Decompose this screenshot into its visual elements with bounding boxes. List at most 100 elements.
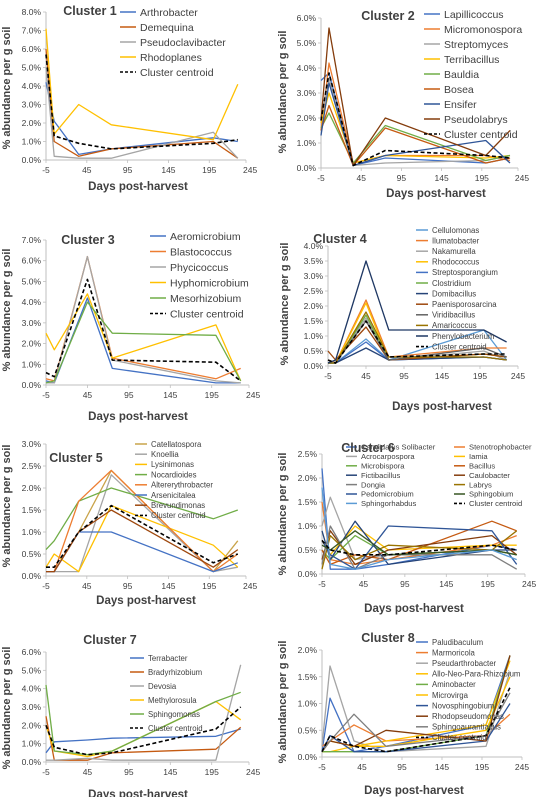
x-tick-label: -5	[317, 173, 325, 183]
legend-entry: Domibacillus	[432, 289, 476, 298]
legend-entry: Cellulomonas	[432, 226, 479, 235]
x-tick-label: 45	[82, 581, 92, 591]
series-line-lysinimonas	[45, 504, 239, 573]
x-tick-label: 245	[511, 371, 525, 381]
y-tick-label: 2.5%	[298, 449, 318, 459]
series-line-methylorosula	[45, 700, 242, 758]
legend-entry: Arthrobacter	[140, 7, 198, 19]
y-tick-label: 2.0%	[298, 645, 318, 655]
y-tick-label: 5.0%	[22, 665, 42, 675]
y-tick-label: 1.5%	[304, 316, 324, 326]
chart-title: Cluster 2	[361, 9, 415, 23]
y-tick-label: 2.0%	[298, 473, 318, 483]
chart-panel-2: 0.0% 1.0% 2.0% 3.0% 4.0% 5.0% 6.0% -5 45 95 145 195…	[277, 9, 529, 200]
series-line-cluster-centroid	[321, 539, 517, 556]
legend-entry: Pedomicrobium	[361, 490, 414, 499]
x-axis-label: Days post-harvest	[88, 789, 188, 797]
y-tick-label: 2.0%	[297, 113, 317, 123]
x-tick-label: 45	[361, 371, 371, 381]
x-tick-label: -5	[42, 390, 50, 400]
legend-entry: Brevundimonas	[151, 501, 205, 510]
chart-title: Cluster 7	[83, 633, 137, 647]
y-axis-label: % abundance per g soil	[277, 641, 289, 764]
legend-entry: Rhodococcus	[432, 258, 479, 267]
series-line-dongia	[321, 525, 518, 570]
x-tick-label: 245	[515, 173, 529, 183]
legend-entry: Sphingoaurantiacus	[432, 723, 501, 732]
x-tick-label: 95	[397, 762, 407, 772]
y-tick-label: 0.0%	[298, 569, 318, 579]
y-tick-label: 4.0%	[22, 297, 42, 307]
legend-entry: Ilumatobacter	[432, 236, 480, 245]
legend-entry: Marmoricola	[432, 648, 476, 657]
legend-entry: Clostridium	[432, 279, 471, 288]
x-tick-label: 95	[123, 165, 133, 175]
y-tick-label: 1.0%	[22, 527, 42, 537]
legend-entry: Aeromicrobium	[170, 231, 241, 243]
legend-entry: Pseudoclavibacter	[140, 37, 226, 49]
x-tick-label: 145	[161, 165, 175, 175]
y-tick-label: 0.0%	[297, 163, 317, 173]
x-tick-label: 245	[243, 581, 257, 591]
series-line-pseudolabrys	[320, 27, 511, 167]
x-axis-label: Days post-harvest	[364, 785, 464, 797]
chart-panel-5: 0.0% 0.5% 1.0% 1.5% 2.0% 2.5% 3.0% -5 45 95 145 195…	[1, 439, 257, 607]
x-tick-label: 95	[399, 371, 409, 381]
y-axis-label: % abundance per g soil	[279, 243, 291, 366]
x-tick-label: 145	[163, 767, 177, 777]
y-tick-label: 3.0%	[22, 100, 42, 110]
legend-entry: Arsenicitalea	[151, 491, 196, 500]
series-line-caulobacter	[321, 530, 518, 566]
legend-entry: Caulobacter	[469, 471, 510, 480]
series-line-demequina	[45, 48, 239, 159]
x-tick-label: -5	[42, 767, 50, 777]
legend-entry: Hyphomicrobium	[170, 277, 249, 289]
legend-entry: Lapillicoccus	[444, 9, 504, 21]
x-tick-label: -5	[318, 579, 326, 589]
legend-entry: Catellatospora	[151, 440, 202, 449]
x-axis-label: Days post-harvest	[96, 595, 196, 607]
legend-entry: Fictibacillus	[361, 471, 400, 480]
chart-panel-7: 0.0% 1.0% 2.0% 3.0% 4.0% 5.0% 6.0% -5 45 95 145 195…	[1, 633, 261, 797]
y-tick-label: 0.0%	[22, 757, 42, 767]
legend-entry: Nocardioides	[151, 470, 197, 479]
x-tick-label: 195	[205, 390, 219, 400]
y-tick-label: 0.0%	[22, 380, 42, 390]
x-tick-label: 245	[246, 767, 260, 777]
x-tick-label: 45	[356, 173, 366, 183]
x-tick-label: -5	[324, 371, 332, 381]
legend-entry: Bacillus	[469, 462, 495, 471]
y-tick-label: 2.0%	[22, 720, 42, 730]
series-line-hyphomicrobium	[45, 293, 242, 382]
y-tick-label: 1.0%	[22, 739, 42, 749]
x-axis-label: Days post-harvest	[386, 188, 486, 200]
legend-entry: Dongia	[361, 480, 386, 489]
series-line-cluster-centroid	[327, 320, 507, 364]
y-tick-label: 1.0%	[22, 359, 42, 369]
series-line-brevundimonas	[46, 509, 239, 573]
series-line-cluster-centroid	[320, 72, 511, 167]
legend-entry: Amaricoccus	[432, 321, 477, 330]
y-tick-label: 4.0%	[304, 241, 324, 251]
legend-entry: Phenylobacterium	[432, 332, 494, 341]
series-line-cluster-centroid	[45, 278, 242, 382]
y-tick-label: 1.0%	[297, 138, 317, 148]
legend-entry: Cluster centroid	[170, 308, 244, 320]
legend-entry: Terrabacter	[148, 654, 188, 663]
chart-title: Cluster 3	[61, 233, 115, 247]
legend-entry: Aminobacter	[432, 680, 476, 689]
legend-entry: Altererythrobacter	[151, 481, 213, 490]
y-tick-label: 1.0%	[298, 699, 318, 709]
legend-entry: Sphingomonas	[148, 710, 200, 719]
x-axis-label: Days post-harvest	[364, 603, 464, 615]
y-tick-label: 2.0%	[22, 483, 42, 493]
legend-entry: Cluster centroid	[140, 67, 214, 79]
x-tick-label: 195	[475, 762, 489, 772]
x-tick-label: 95	[397, 173, 407, 183]
y-tick-label: 3.0%	[22, 702, 42, 712]
y-tick-label: 1.5%	[22, 505, 42, 515]
chart-title: Cluster 1	[63, 4, 117, 18]
y-axis-label: % abundance per g soil	[277, 31, 289, 154]
x-tick-label: 245	[522, 579, 536, 589]
